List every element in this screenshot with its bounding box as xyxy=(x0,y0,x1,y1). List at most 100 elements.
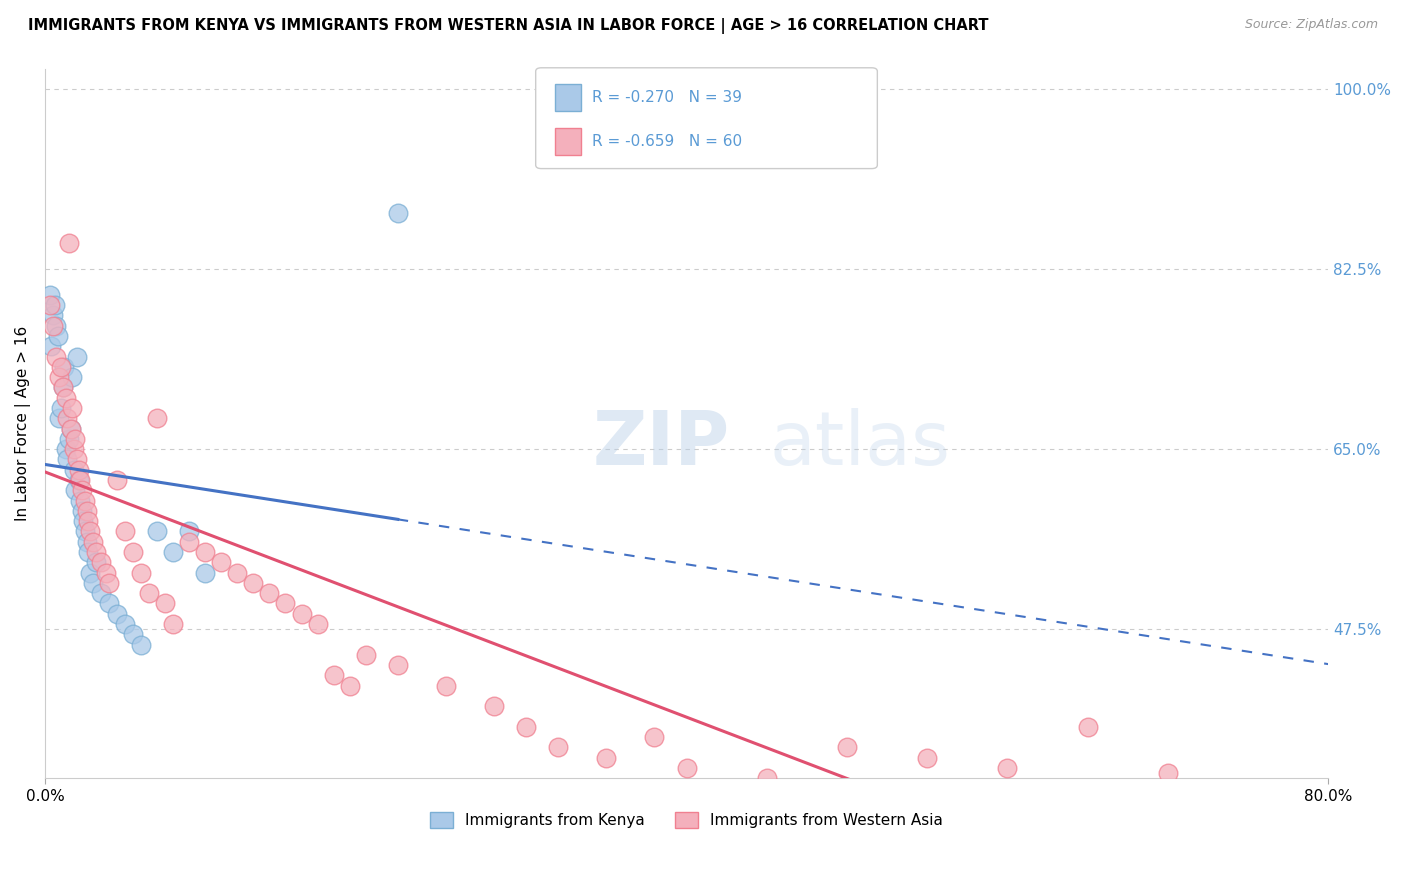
Text: Source: ZipAtlas.com: Source: ZipAtlas.com xyxy=(1244,18,1378,31)
Point xyxy=(62,463,84,477)
Point xyxy=(122,545,145,559)
Point xyxy=(290,607,312,621)
Point xyxy=(1157,766,1180,780)
Point xyxy=(675,761,697,775)
Text: ZIP: ZIP xyxy=(592,409,730,481)
Text: atlas: atlas xyxy=(769,409,950,481)
Point xyxy=(76,534,98,549)
Point xyxy=(339,679,361,693)
Point xyxy=(129,638,152,652)
Point xyxy=(60,401,83,415)
Point xyxy=(58,432,80,446)
Point xyxy=(38,287,60,301)
Point xyxy=(307,616,329,631)
Point xyxy=(46,329,69,343)
Point xyxy=(65,483,87,498)
Text: R = -0.659   N = 60: R = -0.659 N = 60 xyxy=(592,135,742,149)
Point xyxy=(387,205,409,219)
Legend: Immigrants from Kenya, Immigrants from Western Asia: Immigrants from Kenya, Immigrants from W… xyxy=(423,806,949,834)
Point xyxy=(77,514,100,528)
Point xyxy=(387,658,409,673)
Point xyxy=(162,545,184,559)
Point xyxy=(209,555,232,569)
Point xyxy=(94,566,117,580)
Point xyxy=(67,463,90,477)
Point xyxy=(242,575,264,590)
Point xyxy=(90,555,112,569)
Point xyxy=(59,421,82,435)
Point xyxy=(62,442,84,456)
Point xyxy=(67,473,90,487)
Point xyxy=(146,524,169,539)
Point xyxy=(51,380,73,394)
Point xyxy=(45,318,67,333)
Point xyxy=(79,524,101,539)
Point xyxy=(66,350,89,364)
Point xyxy=(138,586,160,600)
Point xyxy=(643,730,665,744)
Point xyxy=(835,740,858,755)
Point xyxy=(755,771,778,785)
Point xyxy=(49,359,72,374)
Point xyxy=(995,761,1018,775)
Point xyxy=(194,545,217,559)
Point xyxy=(72,514,94,528)
Point xyxy=(259,586,281,600)
Point xyxy=(53,359,76,374)
Y-axis label: In Labor Force | Age > 16: In Labor Force | Age > 16 xyxy=(15,326,31,521)
Point xyxy=(44,298,66,312)
Point xyxy=(595,750,617,764)
Point xyxy=(98,575,121,590)
Point xyxy=(82,575,104,590)
Point xyxy=(915,750,938,764)
Point xyxy=(42,309,65,323)
Point xyxy=(105,607,128,621)
Point xyxy=(274,596,297,610)
Point xyxy=(65,432,87,446)
Point xyxy=(48,411,70,425)
Point xyxy=(146,411,169,425)
Point xyxy=(98,596,121,610)
Point xyxy=(73,493,96,508)
Point xyxy=(114,524,136,539)
Point xyxy=(226,566,249,580)
Point xyxy=(515,720,537,734)
Point xyxy=(322,668,344,682)
Point xyxy=(122,627,145,641)
Point xyxy=(66,452,89,467)
Point xyxy=(162,616,184,631)
Text: IMMIGRANTS FROM KENYA VS IMMIGRANTS FROM WESTERN ASIA IN LABOR FORCE | AGE > 16 : IMMIGRANTS FROM KENYA VS IMMIGRANTS FROM… xyxy=(28,18,988,34)
Point xyxy=(70,483,93,498)
Point xyxy=(153,596,176,610)
Point xyxy=(105,473,128,487)
Point xyxy=(194,566,217,580)
Point xyxy=(60,370,83,384)
Point xyxy=(55,442,77,456)
Point xyxy=(547,740,569,755)
Point xyxy=(129,566,152,580)
Point xyxy=(45,350,67,364)
Point xyxy=(59,421,82,435)
Point xyxy=(56,452,79,467)
Point xyxy=(42,318,65,333)
Point xyxy=(76,504,98,518)
Point xyxy=(179,534,201,549)
Point xyxy=(48,370,70,384)
Point xyxy=(55,391,77,405)
Point xyxy=(69,493,91,508)
Point xyxy=(70,504,93,518)
Point xyxy=(1076,720,1098,734)
Point xyxy=(69,473,91,487)
Point xyxy=(482,699,505,714)
Point xyxy=(84,555,107,569)
Point xyxy=(38,298,60,312)
Point xyxy=(49,401,72,415)
Point xyxy=(84,545,107,559)
Point xyxy=(82,534,104,549)
Point xyxy=(114,616,136,631)
Point xyxy=(73,524,96,539)
Point xyxy=(56,411,79,425)
Point xyxy=(90,586,112,600)
Point xyxy=(354,648,377,662)
Point xyxy=(77,545,100,559)
